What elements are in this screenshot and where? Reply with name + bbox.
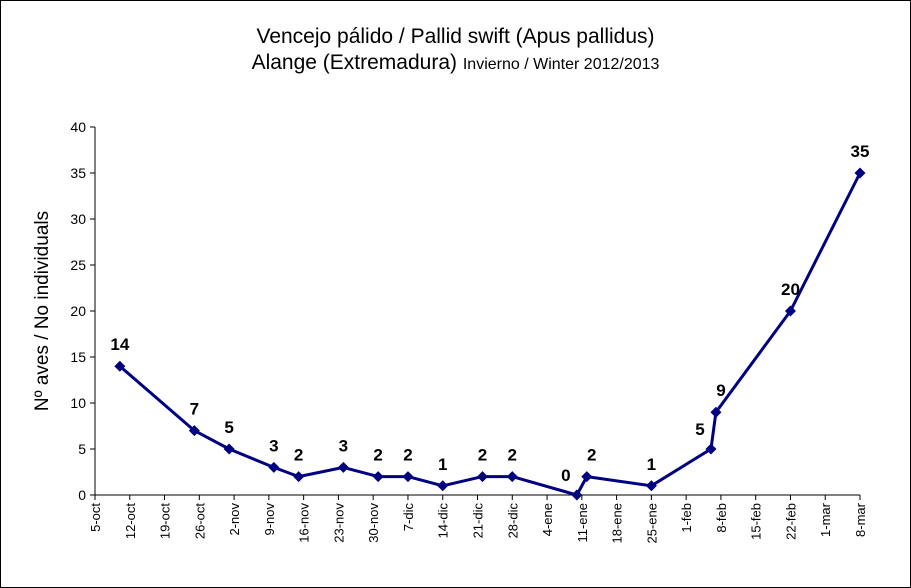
data-label: 14 — [110, 335, 129, 354]
data-point — [705, 443, 717, 455]
x-tick-label: 9-nov — [262, 503, 277, 536]
y-tick-label: 20 — [70, 303, 86, 319]
data-point — [710, 406, 722, 418]
chart-title: Vencejo pálido / Pallid swift (Apus pall… — [0, 24, 911, 78]
x-tick-label: 28-dic — [505, 503, 520, 539]
y-tick-label: 35 — [70, 165, 86, 181]
x-tick-label: 26-oct — [192, 503, 207, 540]
x-tick-label: 8-feb — [714, 503, 729, 533]
data-label: 3 — [269, 436, 278, 455]
data-label: 2 — [508, 446, 517, 465]
y-tick-label: 0 — [78, 487, 86, 503]
data-label: 2 — [373, 446, 382, 465]
data-label: 3 — [339, 436, 348, 455]
data-label: 2 — [294, 446, 303, 465]
data-point — [372, 471, 384, 483]
data-point — [223, 443, 235, 455]
x-tick-label: 21-dic — [471, 503, 486, 539]
chart-title-season: Invierno / Winter 2012/2013 — [462, 56, 660, 73]
x-tick-label: 2-nov — [227, 503, 242, 536]
data-point — [188, 425, 200, 437]
y-tick-label: 30 — [70, 211, 86, 227]
y-tick-label: 40 — [70, 119, 86, 135]
data-label: 2 — [587, 446, 596, 465]
x-tick-label: 19-oct — [158, 503, 173, 540]
x-tick-label: 18-ene — [610, 503, 625, 543]
x-tick-label: 22-feb — [783, 503, 798, 540]
data-label: 7 — [190, 400, 199, 419]
data-label: 2 — [478, 446, 487, 465]
x-tick-label: 16-nov — [297, 503, 312, 543]
data-point — [293, 471, 305, 483]
y-tick-label: 25 — [70, 257, 86, 273]
data-point — [114, 360, 126, 372]
data-label: 5 — [224, 418, 233, 437]
x-tick-label: 11-ene — [575, 503, 590, 543]
data-label: 9 — [716, 381, 725, 400]
x-tick-label: 15-feb — [749, 503, 764, 540]
data-point — [645, 480, 657, 492]
x-tick-label: 1-feb — [679, 503, 694, 533]
data-label: 2 — [403, 446, 412, 465]
series-line — [118, 172, 862, 497]
data-label: 1 — [438, 455, 447, 474]
y-tick-label: 10 — [70, 395, 86, 411]
data-label: 1 — [647, 455, 656, 474]
x-tick-label: 14-dic — [436, 503, 451, 539]
x-tick-label: 12-oct — [123, 503, 138, 540]
data-point — [268, 461, 280, 473]
data-point — [437, 480, 449, 492]
data-label: 5 — [695, 420, 704, 439]
x-tick-label: 23-nov — [331, 503, 346, 543]
y-tick-label: 5 — [78, 441, 86, 457]
x-tick-label: 25-ene — [644, 503, 659, 543]
data-point — [854, 167, 866, 179]
data-point — [784, 305, 796, 317]
x-tick-label: 30-nov — [366, 503, 381, 543]
y-axis-title: Nº aves / No individuals — [32, 211, 53, 411]
data-point — [581, 471, 593, 483]
y-tick-label: 15 — [70, 349, 86, 365]
x-tick-label: 7-dic — [401, 503, 416, 532]
chart-title-line1: Vencejo pálido / Pallid swift (Apus pall… — [256, 25, 655, 48]
chart-title-location: Alange (Extremadura) — [251, 51, 458, 74]
data-point — [476, 471, 488, 483]
chart-title-line2: Alange (Extremadura) Invierno / Winter 2… — [0, 50, 911, 78]
data-label: 20 — [781, 280, 800, 299]
x-tick-label: 5-oct — [88, 503, 103, 532]
data-point — [402, 471, 414, 483]
x-tick-label: 8-mar — [853, 502, 868, 537]
data-point — [506, 471, 518, 483]
data-point — [571, 489, 583, 501]
data-label: 35 — [851, 142, 870, 161]
data-point — [337, 461, 349, 473]
x-tick-label: 1-mar — [818, 502, 833, 537]
x-tick-label: 4-ene — [540, 503, 555, 536]
data-label: 0 — [561, 466, 570, 485]
